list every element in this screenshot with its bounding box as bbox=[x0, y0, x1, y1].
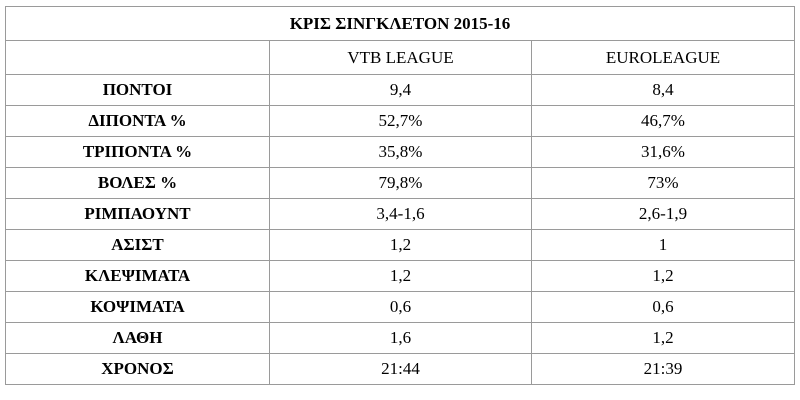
euroleague-value: 46,7% bbox=[530, 105, 796, 137]
euroleague-value: 1,2 bbox=[530, 322, 796, 354]
table-row: ΤΡΙΠΟΝΤΑ % 35,8% 31,6% bbox=[5, 136, 796, 168]
euroleague-value: 8,4 bbox=[530, 74, 796, 106]
stat-label: ΚΛΕΨΙΜΑΤΑ bbox=[5, 260, 270, 292]
euroleague-value: 21:39 bbox=[530, 353, 796, 385]
vtb-value: 1,2 bbox=[269, 260, 532, 292]
vtb-value: 3,4-1,6 bbox=[269, 198, 532, 230]
euroleague-value: 1 bbox=[530, 229, 796, 261]
header-cell-euroleague: EUROLEAGUE bbox=[530, 40, 796, 75]
stat-label: ΧΡΟΝΟΣ bbox=[5, 353, 270, 385]
euroleague-value: 0,6 bbox=[530, 291, 796, 323]
table-row: ΒΟΛΕΣ % 79,8% 73% bbox=[5, 167, 796, 199]
euroleague-value: 2,6-1,9 bbox=[530, 198, 796, 230]
vtb-value: 0,6 bbox=[269, 291, 532, 323]
vtb-value: 1,2 bbox=[269, 229, 532, 261]
stat-label: ΒΟΛΕΣ % bbox=[5, 167, 270, 199]
vtb-value: 52,7% bbox=[269, 105, 532, 137]
vtb-value: 35,8% bbox=[269, 136, 532, 168]
table-row: ΧΡΟΝΟΣ 21:44 21:39 bbox=[5, 353, 796, 385]
stat-label: ΤΡΙΠΟΝΤΑ % bbox=[5, 136, 270, 168]
stat-label: ΔΙΠΟΝΤΑ % bbox=[5, 105, 270, 137]
stat-label: ΠΟΝΤΟΙ bbox=[5, 74, 270, 106]
stat-label: ΑΣΙΣΤ bbox=[5, 229, 270, 261]
vtb-value: 1,6 bbox=[269, 322, 532, 354]
table-header-row: VTB LEAGUE EUROLEAGUE bbox=[5, 40, 796, 75]
vtb-value: 79,8% bbox=[269, 167, 532, 199]
stat-label: ΛΑΘΗ bbox=[5, 322, 270, 354]
table-row: ΡΙΜΠΑΟΥΝΤ 3,4-1,6 2,6-1,9 bbox=[5, 198, 796, 230]
header-cell-stat bbox=[5, 40, 270, 75]
table-title-row: ΚΡΙΣ ΣΙΝΓΚΛΕΤΟΝ 2015-16 bbox=[4, 6, 796, 41]
table-title: ΚΡΙΣ ΣΙΝΓΚΛΕΤΟΝ 2015-16 bbox=[4, 6, 796, 41]
vtb-value: 21:44 bbox=[269, 353, 532, 385]
vtb-value: 9,4 bbox=[269, 74, 532, 106]
stat-label: ΡΙΜΠΑΟΥΝΤ bbox=[5, 198, 270, 230]
table-row: ΑΣΙΣΤ 1,2 1 bbox=[5, 229, 796, 261]
stats-table: ΚΡΙΣ ΣΙΝΓΚΛΕΤΟΝ 2015-16 VTB LEAGUE EUROL… bbox=[4, 6, 796, 385]
stat-label: ΚΟΨΙΜΑΤΑ bbox=[5, 291, 270, 323]
euroleague-value: 73% bbox=[530, 167, 796, 199]
table-row: ΔΙΠΟΝΤΑ % 52,7% 46,7% bbox=[5, 105, 796, 137]
header-cell-vtb-league: VTB LEAGUE bbox=[269, 40, 532, 75]
euroleague-value: 31,6% bbox=[530, 136, 796, 168]
euroleague-value: 1,2 bbox=[530, 260, 796, 292]
table-row: ΛΑΘΗ 1,6 1,2 bbox=[5, 322, 796, 354]
table-row: ΚΛΕΨΙΜΑΤΑ 1,2 1,2 bbox=[5, 260, 796, 292]
table-row: ΚΟΨΙΜΑΤΑ 0,6 0,6 bbox=[5, 291, 796, 323]
table-row: ΠΟΝΤΟΙ 9,4 8,4 bbox=[5, 74, 796, 106]
